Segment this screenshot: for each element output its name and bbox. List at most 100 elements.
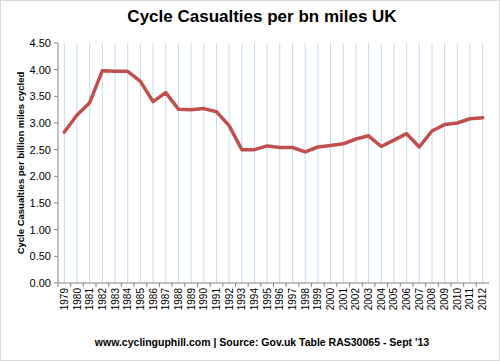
x-tick xyxy=(412,283,413,287)
y-tick-label: 0.50 xyxy=(30,250,51,262)
grid-line xyxy=(469,43,470,283)
x-tick-label: 1983 xyxy=(110,288,121,311)
grid-line xyxy=(203,43,204,283)
y-tick xyxy=(54,69,58,70)
grid-line xyxy=(64,43,65,283)
x-tick xyxy=(248,283,249,287)
y-tick-label: 4.00 xyxy=(30,64,51,76)
title: Cycle Casualties per bn miles UK xyxy=(127,7,397,26)
grid-line xyxy=(89,43,90,283)
grid-line xyxy=(229,43,230,283)
y-tick xyxy=(54,176,58,177)
grid-line xyxy=(115,43,116,283)
x-tick-label: 2003 xyxy=(363,288,374,311)
x-tick xyxy=(159,283,160,287)
x-tick-label: 1984 xyxy=(122,288,133,311)
x-tick xyxy=(362,283,363,287)
x-tick-label: 1996 xyxy=(274,288,285,311)
x-tick-label: 1991 xyxy=(211,288,222,311)
x-tick-label: 1981 xyxy=(84,288,95,311)
x-tick-label: 1998 xyxy=(300,288,311,311)
y-tick-label: 1.50 xyxy=(30,197,51,209)
grid-line xyxy=(279,43,280,283)
y-tick-label: 1.00 xyxy=(30,224,51,236)
x-tick-label: 1985 xyxy=(135,288,146,311)
x-tick-label: 1982 xyxy=(97,288,108,311)
x-tick-label: 1988 xyxy=(173,288,184,311)
grid-line xyxy=(153,43,154,283)
x-tick xyxy=(324,283,325,287)
x-tick-label: 1986 xyxy=(148,288,159,311)
grid-line xyxy=(355,43,356,283)
x-tick xyxy=(58,283,59,287)
x-tick-label: 2006 xyxy=(401,288,412,311)
grid-line xyxy=(317,43,318,283)
series-line xyxy=(64,71,482,152)
grid-line xyxy=(419,43,420,283)
x-tick xyxy=(121,283,122,287)
grid-line xyxy=(343,43,344,283)
x-tick-label: 1994 xyxy=(249,288,260,311)
x-tick-label: 2002 xyxy=(350,288,361,311)
x-tick xyxy=(286,283,287,287)
x-tick xyxy=(146,283,147,287)
y-tick xyxy=(54,43,58,44)
grid-line xyxy=(305,43,306,283)
frame xyxy=(1,1,500,361)
x-tick-label: 2000 xyxy=(325,288,336,311)
x-tick-label: 2004 xyxy=(376,288,387,311)
y-tick-label: 3.00 xyxy=(30,117,51,129)
x-tick-label: 2005 xyxy=(388,288,399,311)
y-axis xyxy=(58,43,59,283)
x-tick-label: 1993 xyxy=(236,288,247,311)
grid-line xyxy=(165,43,166,283)
x-tick xyxy=(476,283,477,287)
x-tick xyxy=(298,283,299,287)
x-tick-label: 1997 xyxy=(287,288,298,311)
x-tick xyxy=(438,283,439,287)
x-tick xyxy=(463,283,464,287)
y-axis-label: Cycle Casualties per billion miles cycle… xyxy=(15,71,26,254)
plot-area xyxy=(64,71,482,152)
x-tick-label: 1987 xyxy=(160,288,171,311)
y-tick xyxy=(54,203,58,204)
grid-line xyxy=(241,43,242,283)
x-tick xyxy=(108,283,109,287)
x-tick xyxy=(235,283,236,287)
x-tick xyxy=(96,283,97,287)
grid-line xyxy=(102,43,103,283)
x-tick xyxy=(260,283,261,287)
grid-line xyxy=(330,43,331,283)
x-tick xyxy=(387,283,388,287)
grid-line xyxy=(431,43,432,283)
x-tick xyxy=(349,283,350,287)
x-tick xyxy=(400,283,401,287)
x-tick-label: 2008 xyxy=(426,288,437,311)
x-tick xyxy=(311,283,312,287)
y-tick-label: 3.50 xyxy=(30,90,51,102)
y-tick xyxy=(54,283,58,284)
x-tick xyxy=(184,283,185,287)
x-tick-label: 2010 xyxy=(452,288,463,311)
grid-line xyxy=(457,43,458,283)
x-tick-label: 1990 xyxy=(198,288,209,311)
source-note: www.cyclinguphill.com | Source: Gov.uk T… xyxy=(94,336,429,348)
y-tick xyxy=(54,149,58,150)
grid-line xyxy=(381,43,382,283)
grid-line xyxy=(292,43,293,283)
x-tick-label: 1980 xyxy=(72,288,83,311)
x-tick xyxy=(134,283,135,287)
chart: Cycle Casualties per bn miles UK Cycle Ca… xyxy=(0,0,500,361)
x-tick-label: 1989 xyxy=(186,288,197,311)
x-tick xyxy=(83,283,84,287)
x-tick xyxy=(374,283,375,287)
grid-line xyxy=(127,43,128,283)
y-tick-label: 4.50 xyxy=(30,37,51,49)
x-tick-label: 2007 xyxy=(414,288,425,311)
x-tick-label: 1999 xyxy=(312,288,323,311)
grid-line xyxy=(267,43,268,283)
x-tick xyxy=(336,283,337,287)
grid-line xyxy=(191,43,192,283)
x-tick xyxy=(425,283,426,287)
grid-line xyxy=(368,43,369,283)
